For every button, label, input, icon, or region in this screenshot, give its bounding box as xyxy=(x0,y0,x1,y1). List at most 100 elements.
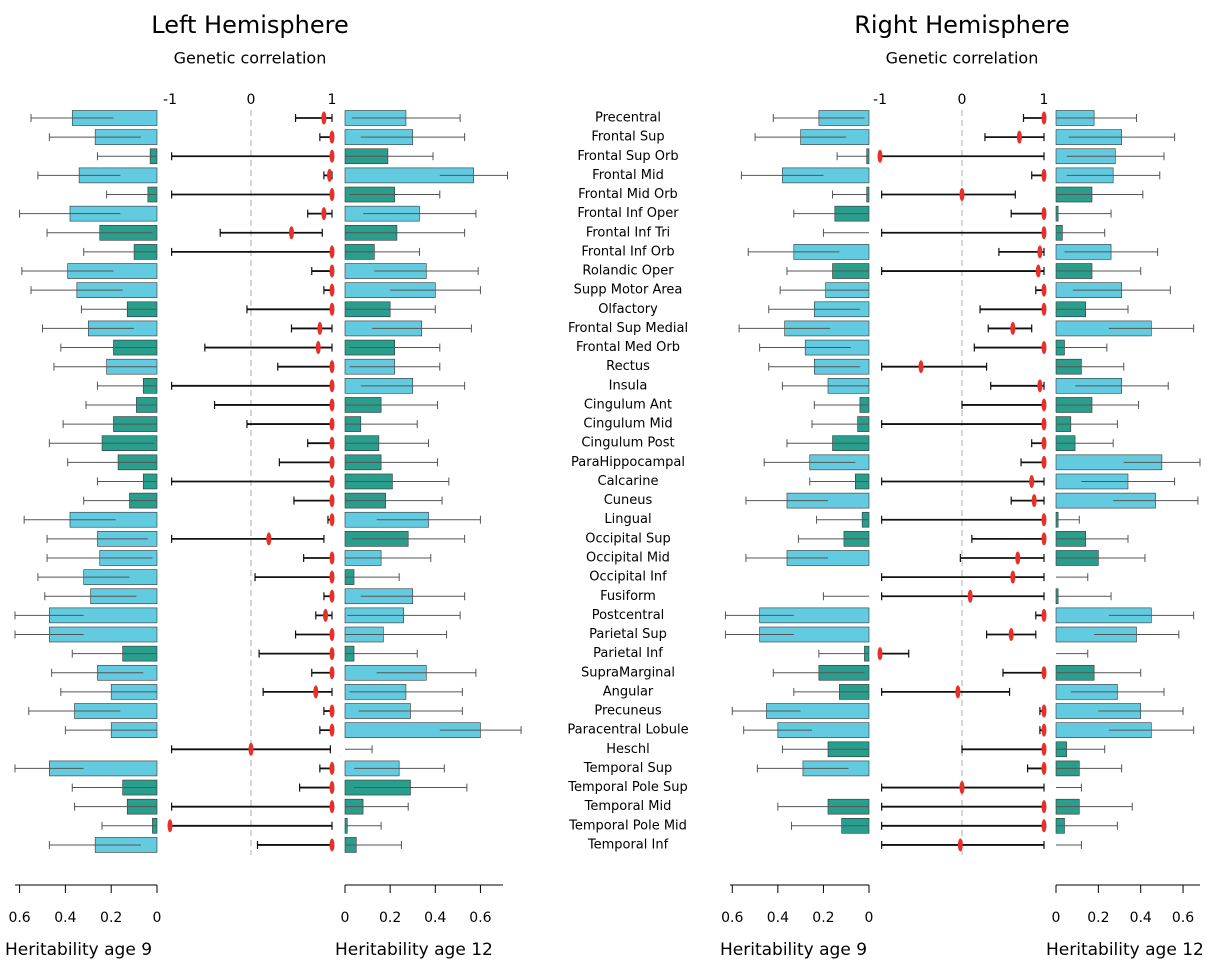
correlation-point xyxy=(877,149,883,163)
correlation-point xyxy=(967,589,973,603)
correlation-point xyxy=(918,360,924,374)
region-label: Frontal Sup Orb xyxy=(577,149,678,164)
correlation-point xyxy=(329,302,335,316)
region-label: Rectus xyxy=(606,359,650,374)
region-label: Calcarine xyxy=(598,474,659,489)
correlation-point xyxy=(1041,168,1047,182)
region-label: Temporal Sup xyxy=(583,761,672,776)
x-tick-label: 0.4 xyxy=(424,910,446,926)
correlation-point xyxy=(329,723,335,737)
correlation-point xyxy=(1029,474,1035,488)
correlation-point xyxy=(329,647,335,661)
correlation-point xyxy=(329,704,335,718)
correlation-point xyxy=(1037,379,1043,393)
correlation-point xyxy=(329,761,335,775)
correlation-point xyxy=(1041,532,1047,546)
correlation-point xyxy=(329,264,335,278)
region-label: Frontal Inf Oper xyxy=(577,206,679,221)
correlation-point xyxy=(1041,800,1047,814)
correlation-point xyxy=(877,647,883,661)
correlation-point xyxy=(329,436,335,450)
x-tick-label: 1 xyxy=(328,92,337,108)
axis-label: Heritability age 9 xyxy=(720,940,867,960)
correlation-point xyxy=(959,781,965,795)
correlation-point xyxy=(329,570,335,584)
x-tick-label: 0 xyxy=(865,910,874,926)
correlation-point xyxy=(321,111,327,125)
correlation-point xyxy=(1010,321,1016,335)
correlation-point xyxy=(1041,742,1047,756)
correlation-point xyxy=(1041,455,1047,469)
correlation-point xyxy=(1041,417,1047,431)
x-tick-label: 0 xyxy=(153,910,162,926)
correlation-point xyxy=(1041,341,1047,355)
correlation-point xyxy=(248,742,254,756)
x-tick-label: 0.2 xyxy=(100,910,122,926)
x-tick-label: 1 xyxy=(1040,92,1049,108)
correlation-point xyxy=(957,838,963,852)
region-label: Frontal Mid xyxy=(592,168,664,183)
region-label: Parietal Sup xyxy=(589,627,667,642)
region-label: Temporal Pole Sup xyxy=(567,780,687,795)
correlation-point xyxy=(329,398,335,412)
correlation-point xyxy=(313,685,319,699)
correlation-point xyxy=(329,589,335,603)
correlation-point xyxy=(1041,111,1047,125)
region-label: Temporal Mid xyxy=(584,799,672,814)
correlation-point xyxy=(167,819,173,833)
x-tick-label: 0.6 xyxy=(1172,910,1194,926)
region-label: Cingulum Ant xyxy=(584,397,672,412)
x-tick-label: 0.6 xyxy=(8,910,30,926)
correlation-point xyxy=(1010,570,1016,584)
region-label: Frontal Inf Orb xyxy=(581,244,674,259)
correlation-point xyxy=(329,188,335,202)
correlation-point xyxy=(329,628,335,642)
x-tick-label: 0 xyxy=(247,92,256,108)
correlation-point xyxy=(329,360,335,374)
correlation-point xyxy=(329,800,335,814)
region-label: Cingulum Post xyxy=(581,436,674,451)
x-tick-label: 0.4 xyxy=(1130,910,1152,926)
correlation-point xyxy=(329,283,335,297)
region-label: Supp Motor Area xyxy=(574,283,683,298)
region-label: Occipital Mid xyxy=(586,550,670,565)
region-label: Frontal Mid Orb xyxy=(578,187,678,202)
correlation-point xyxy=(329,666,335,680)
correlation-point xyxy=(329,379,335,393)
axis-label: Heritability age 12 xyxy=(335,940,493,960)
region-label: Angular xyxy=(603,684,654,699)
correlation-point xyxy=(329,838,335,852)
correlation-point xyxy=(329,130,335,144)
correlation-point xyxy=(329,417,335,431)
correlation-point xyxy=(329,494,335,508)
region-label: Occipital Sup xyxy=(585,531,671,546)
correlation-point xyxy=(317,321,323,335)
x-tick-label: -1 xyxy=(873,92,887,108)
correlation-point xyxy=(955,685,961,699)
region-label: Occipital Inf xyxy=(589,570,667,585)
region-label: Paracentral Lobule xyxy=(567,723,688,738)
correlation-point xyxy=(1041,283,1047,297)
correlation-point xyxy=(266,532,272,546)
region-label: Frontal Sup Medial xyxy=(568,321,688,336)
region-label: Postcentral xyxy=(592,608,665,623)
region-label: Frontal Sup xyxy=(591,130,664,145)
region-label: Insula xyxy=(609,378,648,393)
region-label: SupraMarginal xyxy=(581,665,675,680)
region-label: Frontal Med Orb xyxy=(576,340,680,355)
x-tick-label: 0.2 xyxy=(812,910,834,926)
correlation-point xyxy=(329,551,335,565)
x-tick-label: 0 xyxy=(341,910,350,926)
correlation-point xyxy=(959,188,965,202)
correlation-point xyxy=(327,168,333,182)
region-label: Temporal Pole Mid xyxy=(568,818,687,833)
x-tick-label: 0 xyxy=(1052,910,1061,926)
correlation-point xyxy=(1008,628,1014,642)
x-tick-label: -1 xyxy=(163,92,177,108)
region-label: Precentral xyxy=(595,111,661,126)
region-label: Temporal Inf xyxy=(587,837,669,852)
correlation-point xyxy=(329,781,335,795)
correlation-point xyxy=(1041,207,1047,221)
region-label: Rolandic Oper xyxy=(582,264,674,279)
